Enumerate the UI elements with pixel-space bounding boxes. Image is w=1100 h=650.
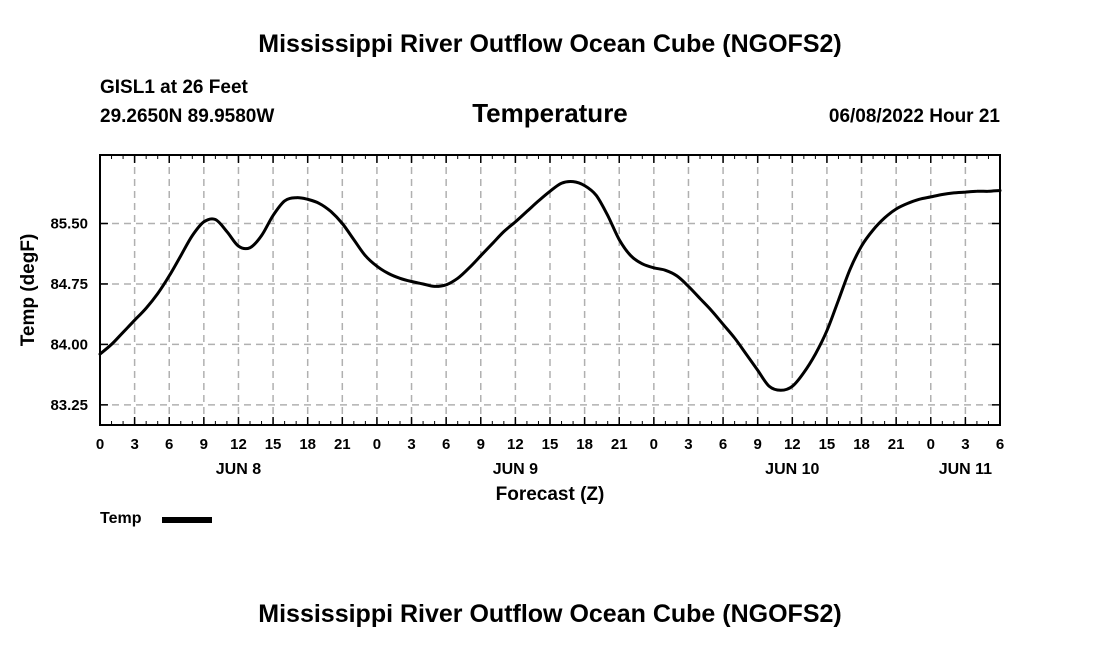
- day-label: JUN 9: [493, 461, 538, 478]
- y-tick-label: 84.75: [50, 276, 88, 293]
- chart-title: Temperature: [472, 98, 628, 128]
- y-tick-label: 85.50: [50, 216, 88, 233]
- x-tick-label: 3: [961, 436, 969, 453]
- x-tick-label: 21: [334, 436, 351, 453]
- x-tick-label: 3: [130, 436, 138, 453]
- x-tick-label: 9: [477, 436, 485, 453]
- x-tick-label: 6: [719, 436, 727, 453]
- footer-title: Mississippi River Outflow Ocean Cube (NG…: [258, 600, 842, 628]
- x-tick-label: 0: [927, 436, 935, 453]
- x-tick-label: 9: [200, 436, 208, 453]
- x-tick-label: 0: [96, 436, 104, 453]
- x-tick-label: 9: [754, 436, 762, 453]
- plot-frame: [99, 154, 1001, 426]
- x-tick-label: 12: [230, 436, 247, 453]
- x-tick-label: 0: [650, 436, 658, 453]
- day-label: JUN 10: [765, 461, 819, 478]
- y-axis-label: Temp (degF): [18, 234, 39, 347]
- x-tick-label: 3: [684, 436, 692, 453]
- page-title: Mississippi River Outflow Ocean Cube (NG…: [258, 30, 842, 58]
- x-axis-label: Forecast (Z): [496, 484, 605, 505]
- day-label: JUN 11: [939, 461, 992, 478]
- station-coordinates: 29.2650N 89.9580W: [100, 106, 275, 127]
- station-name: GISL1 at 26 Feet: [100, 77, 248, 98]
- temp-series-line: [98, 179, 1002, 392]
- x-tick-label: 21: [611, 436, 628, 453]
- day-label: JUN 8: [216, 461, 261, 478]
- x-tick-label: 3: [407, 436, 415, 453]
- x-tick-label: 18: [576, 436, 593, 453]
- x-tick-label: 6: [442, 436, 450, 453]
- x-tick-label: 15: [819, 436, 836, 453]
- y-tick-label: 84.00: [50, 336, 88, 353]
- x-axis-ticks: 0 3 6 9 12 15 18 21 0 3 6 9 12 15 18 21 0 3 6 9 12 15 18 21 0 3 6J…: [96, 155, 1004, 478]
- x-tick-label: 21: [888, 436, 905, 453]
- x-tick-label: 15: [542, 436, 559, 453]
- x-tick-label: 0: [373, 436, 381, 453]
- x-tick-label: 6: [165, 436, 173, 453]
- x-tick-label: 12: [507, 436, 524, 453]
- y-tick-label: 83.25: [50, 397, 88, 414]
- y-axis-ticks: 83.25 84.00 84.75 85.50: [50, 216, 1000, 414]
- legend-label: Temp: [100, 510, 142, 527]
- forecast-date: 06/08/2022 Hour 21: [828, 106, 1000, 127]
- x-tick-label: 18: [299, 436, 316, 453]
- grid-lines: [100, 155, 1000, 425]
- x-tick-label: 6: [996, 436, 1004, 453]
- x-tick-label: 15: [265, 436, 282, 453]
- x-tick-label: 18: [853, 436, 870, 453]
- x-tick-label: 12: [784, 436, 801, 453]
